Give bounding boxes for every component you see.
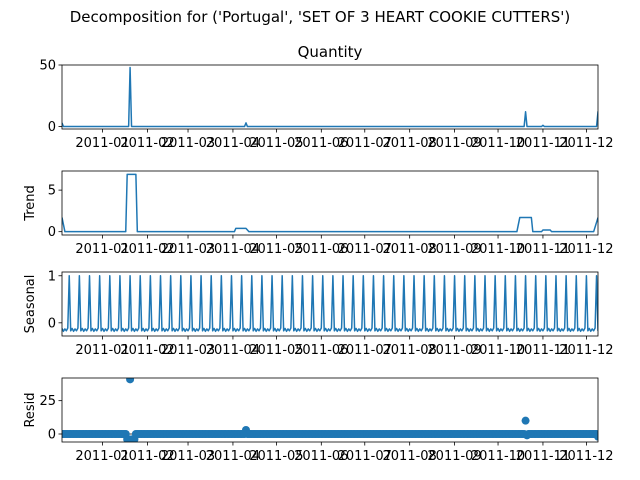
figure-suptitle: Decomposition for ('Portugal', 'SET OF 3… [70,8,571,26]
xtick-label: 2011-06 [294,242,348,257]
panel-resid: 0252011-012011-022011-032011-042011-0520… [23,377,614,464]
panel-trend: 052011-012011-022011-032011-042011-05201… [23,170,614,257]
xtick-label: 2011-08 [383,449,437,464]
xtick-label: 2011-01 [75,242,129,257]
xtick-label: 2011-11 [516,449,570,464]
xtick-label: 2011-10 [471,242,525,257]
resid-point [521,416,530,425]
xtick-label: 2011-03 [161,242,215,257]
xtick-label: 2011-12 [559,242,613,257]
xtick-label: 2011-10 [471,136,525,151]
xtick-label: 2011-02 [120,449,174,464]
xtick-label: 2011-12 [559,343,613,358]
ytick-label: 0 [48,428,56,443]
xtick-label: 2011-06 [294,449,348,464]
xtick-label: 2011-10 [471,449,525,464]
xtick-label: 2011-12 [559,136,613,151]
xtick-label: 2011-04 [206,136,260,151]
ytick-label: 50 [39,59,56,74]
seasonal-series-line [62,275,598,333]
axes-frame-observed [61,64,599,130]
xtick-label: 2011-01 [75,449,129,464]
ytick-label: 0 [48,120,56,135]
xtick-label: 2011-08 [383,343,437,358]
xtick-label: 2011-05 [249,242,303,257]
xtick-label: 2011-03 [161,136,215,151]
panel-seasonal: 012011-012011-022011-032011-042011-05201… [23,269,614,358]
xtick-label: 2011-11 [516,343,570,358]
plot-area-observed [62,66,598,128]
xtick-label: 2011-07 [338,449,392,464]
resid-point [126,378,135,384]
xtick-label: 2011-08 [383,136,437,151]
xtick-label: 2011-09 [427,449,481,464]
trend-series-line [62,173,598,233]
ytick-label: 5 [48,184,56,199]
ylabel-seasonal: Seasonal [23,275,38,334]
plot-area-seasonal [62,275,598,333]
xtick-label: 2011-05 [249,343,303,358]
xtick-label: 2011-04 [206,449,260,464]
xtick-label: 2011-04 [206,343,260,358]
xtick-label: 2011-06 [294,136,348,151]
resid-point [594,432,598,441]
xtick-label: 2011-02 [120,242,174,257]
xtick-label: 2011-11 [516,136,570,151]
xtick-label: 2011-02 [120,136,174,151]
xtick-label: 2011-07 [338,242,392,257]
panel-observed: 0502011-012011-022011-032011-042011-0520… [39,43,613,151]
ylabel-resid: Resid [23,392,38,427]
xtick-label: 2011-01 [75,136,129,151]
xtick-label: 2011-10 [471,343,525,358]
axes-frame-trend [61,170,599,236]
panel-title: Quantity [298,43,363,61]
ylabel-trend: Trend [23,185,38,222]
xtick-label: 2011-09 [427,242,481,257]
plot-area-resid [62,378,598,442]
axes-frame-resid [61,377,599,443]
xtick-label: 2011-07 [338,136,392,151]
xtick-label: 2011-01 [75,343,129,358]
xtick-label: 2011-07 [338,343,392,358]
xtick-label: 2011-09 [427,136,481,151]
ytick-label: 0 [48,316,56,331]
ytick-label: 0 [48,225,56,240]
xtick-label: 2011-03 [161,343,215,358]
axes-frame-seasonal [61,271,599,337]
ytick-label: 1 [48,269,56,284]
xtick-label: 2011-09 [427,343,481,358]
quantity-series-line [62,66,598,128]
xtick-label: 2011-04 [206,242,260,257]
plot-area-trend [62,173,598,233]
xtick-label: 2011-05 [249,449,303,464]
panels-group: 0502011-012011-022011-032011-042011-0520… [23,43,614,464]
xtick-label: 2011-02 [120,343,174,358]
xtick-label: 2011-11 [516,242,570,257]
xtick-label: 2011-12 [559,449,613,464]
xtick-label: 2011-03 [161,449,215,464]
xtick-label: 2011-05 [249,136,303,151]
ytick-label: 25 [39,394,56,409]
xtick-label: 2011-08 [383,242,437,257]
xtick-label: 2011-06 [294,343,348,358]
